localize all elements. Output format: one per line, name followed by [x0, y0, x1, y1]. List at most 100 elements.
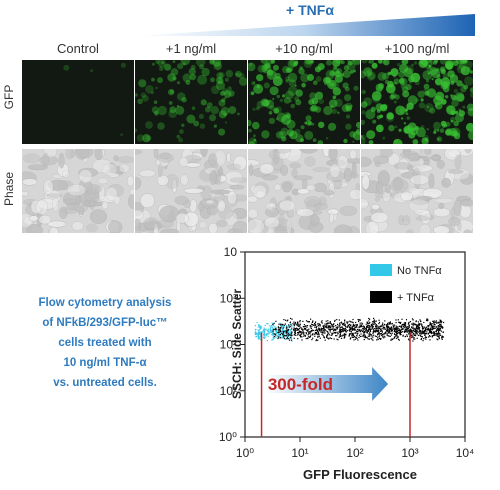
point-tnf [386, 328, 388, 330]
point-tnf [310, 318, 312, 320]
point-tnf [356, 324, 358, 326]
point-no-tnf [275, 327, 277, 329]
point-tnf [343, 335, 345, 337]
point-tnf [416, 329, 418, 331]
point-tnf [327, 326, 329, 328]
point-tnf [421, 326, 424, 328]
point-tnf [357, 319, 359, 321]
point-tnf [365, 330, 367, 332]
point-tnf [323, 330, 325, 332]
point-no-tnf [263, 327, 265, 329]
point-tnf [410, 329, 412, 332]
point-tnf [437, 332, 439, 334]
point-tnf [404, 329, 406, 331]
point-tnf [286, 336, 288, 338]
point-tnf [434, 325, 436, 327]
point-tnf [416, 326, 418, 328]
point-tnf [309, 336, 311, 338]
point-tnf [283, 324, 285, 326]
point-tnf [337, 339, 339, 341]
point-tnf [440, 330, 442, 332]
point-tnf [361, 323, 364, 325]
point-tnf [304, 335, 306, 337]
point-tnf [359, 319, 361, 321]
point-tnf [302, 320, 304, 322]
point-tnf [320, 321, 322, 323]
point-tnf [372, 326, 374, 328]
point-tnf [277, 327, 280, 329]
point-tnf [307, 334, 309, 336]
point-tnf [408, 332, 410, 334]
point-tnf [438, 322, 440, 324]
point-tnf [425, 332, 427, 335]
point-tnf [382, 333, 385, 335]
point-tnf [404, 327, 406, 329]
point-no-tnf [288, 332, 290, 334]
point-tnf [319, 325, 321, 327]
point-tnf [399, 334, 401, 336]
point-tnf [417, 328, 419, 330]
point-no-tnf [280, 332, 282, 334]
point-tnf [434, 333, 436, 335]
point-tnf [359, 324, 361, 326]
point-tnf [441, 338, 443, 340]
point-tnf [305, 338, 307, 340]
point-tnf [315, 332, 317, 334]
point-tnf [381, 331, 383, 333]
point-tnf [360, 324, 362, 326]
point-tnf [423, 332, 425, 334]
point-tnf [339, 326, 341, 328]
point-tnf [411, 337, 413, 339]
point-tnf [297, 325, 299, 327]
point-tnf [326, 322, 328, 324]
point-tnf [315, 321, 317, 323]
point-no-tnf [273, 325, 275, 327]
point-tnf [282, 330, 284, 332]
point-tnf [367, 322, 369, 324]
point-tnf [344, 319, 346, 321]
point-tnf [280, 327, 282, 329]
point-tnf [427, 319, 429, 321]
point-tnf [283, 335, 285, 337]
point-tnf [299, 320, 301, 322]
point-tnf [401, 324, 404, 326]
point-no-tnf [260, 325, 262, 327]
point-tnf [425, 329, 427, 331]
point-tnf [347, 321, 349, 323]
point-tnf [281, 333, 283, 335]
point-tnf [336, 328, 338, 330]
point-tnf [332, 328, 334, 330]
point-tnf [313, 324, 315, 326]
point-tnf [328, 325, 330, 327]
point-tnf [304, 334, 306, 336]
point-tnf [326, 335, 328, 337]
point-no-tnf [277, 335, 279, 337]
gfp-micrograph-control [22, 60, 134, 144]
point-tnf [388, 335, 390, 337]
point-tnf [346, 330, 348, 332]
point-tnf [345, 326, 347, 328]
point-tnf [340, 335, 342, 337]
point-tnf [346, 321, 348, 323]
point-no-tnf [266, 334, 268, 336]
point-tnf [303, 324, 305, 326]
point-no-tnf [289, 329, 291, 331]
point-tnf [378, 321, 381, 323]
point-tnf [344, 329, 346, 331]
point-tnf [278, 323, 280, 325]
point-tnf [386, 334, 388, 336]
y-tick-label: 10² [220, 338, 237, 352]
column-header-1ng: +1 ng/ml [165, 41, 217, 56]
point-tnf [310, 331, 312, 333]
point-no-tnf [265, 336, 267, 338]
point-tnf [416, 330, 418, 332]
point-tnf [391, 322, 393, 325]
point-tnf [388, 328, 391, 330]
point-tnf [338, 331, 340, 333]
point-tnf [369, 318, 371, 320]
point-tnf [404, 325, 407, 327]
point-no-tnf [279, 322, 281, 324]
point-tnf [297, 328, 299, 330]
point-no-tnf [287, 335, 289, 337]
point-tnf [410, 331, 412, 333]
